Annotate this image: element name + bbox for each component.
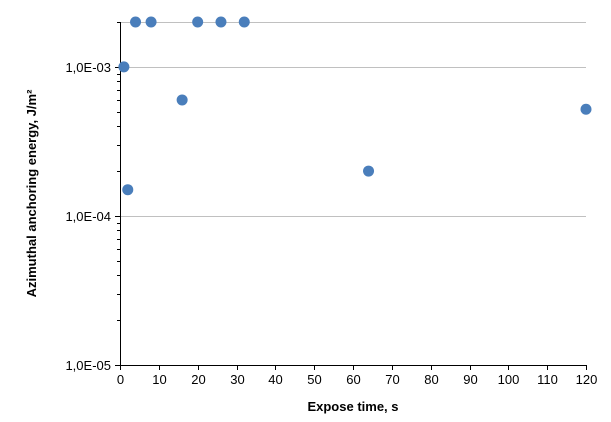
axes — [120, 22, 586, 366]
x-tick-label: 0 — [117, 372, 124, 387]
gridlines — [120, 22, 586, 217]
x-tick-label: 90 — [463, 372, 477, 387]
data-points — [118, 16, 592, 196]
x-tick-label: 110 — [537, 372, 558, 387]
data-point — [118, 61, 130, 73]
data-point — [122, 184, 134, 196]
x-tick-label: 80 — [424, 372, 438, 387]
y-axis-title: Azimuthal anchoring energy, J/m² — [24, 89, 39, 297]
x-tick-label: 30 — [230, 372, 244, 387]
data-point — [215, 16, 227, 28]
x-tick-label: 100 — [498, 372, 520, 387]
x-tick-label: 40 — [268, 372, 282, 387]
x-tick-label: 20 — [191, 372, 205, 387]
x-tick-label: 120 — [576, 372, 598, 387]
x-tick-label: 70 — [385, 372, 399, 387]
x-tick-label: 60 — [346, 372, 360, 387]
y-axis-ticks: 1,0E-05 1,0E-04 1,0E-03 — [65, 22, 120, 373]
x-axis-ticks: 0 10 20 30 40 50 60 70 80 90 100 110 120 — [117, 365, 597, 387]
x-tick-label: 50 — [307, 372, 321, 387]
data-point — [238, 16, 250, 28]
x-tick-label: 10 — [152, 372, 166, 387]
data-point — [145, 16, 157, 28]
y-tick-label: 1,0E-03 — [65, 60, 111, 75]
data-point — [580, 103, 592, 115]
data-point — [363, 165, 375, 177]
x-axis-title: Expose time, s — [307, 399, 398, 414]
data-point — [192, 16, 204, 28]
y-tick-label: 1,0E-04 — [65, 209, 111, 224]
y-tick-label: 1,0E-05 — [65, 358, 111, 373]
data-point — [176, 94, 188, 106]
data-point — [130, 16, 142, 28]
